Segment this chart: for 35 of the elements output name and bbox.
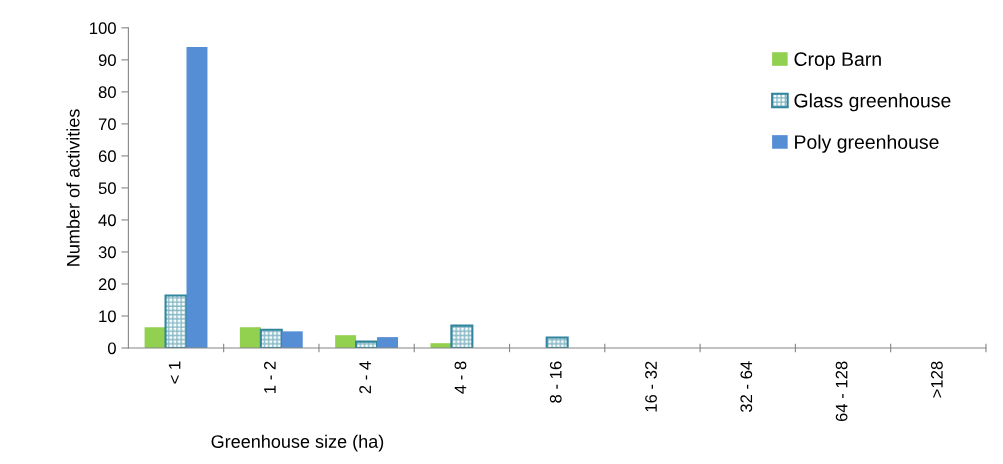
x-tick-label: 2 - 4 [359,361,371,394]
y-tick-label: 50 [98,182,116,195]
bar [281,331,303,348]
x-tick-label: >128 [930,361,943,398]
legend-label: Poly greenhouse [795,134,939,153]
legend-label: Crop Barn [794,52,881,70]
bar [239,327,261,348]
x-tick-label: 8 - 16 [549,361,562,403]
bar [144,327,166,348]
bar [186,47,208,348]
y-tick-label: 80 [98,86,116,99]
x-tick-label: < 1 [168,361,181,384]
y-tick-label: 30 [98,246,116,259]
x-tick-label: 64 - 128 [835,361,848,422]
bar [259,328,283,348]
bar [164,294,188,348]
y-tick-label: 0 [107,342,116,355]
x-tick-label: 32 - 64 [740,361,753,413]
x-tick-label: 4 - 8 [454,361,467,394]
y-tick-label: 90 [98,54,116,67]
y-tick-label: 70 [98,118,116,131]
bar [335,335,357,348]
y-tick-label: 20 [98,278,116,291]
y-tick-label: 10 [99,310,116,323]
legend-label: Glass greenhouse [794,93,951,112]
y-tick-label: 40 [98,214,116,227]
y-axis-title: Number of activities [66,109,80,266]
x-axis-title: Greenhouse size (ha) [211,434,384,452]
x-tick-label: 1 - 2 [263,361,276,393]
y-tick-label: 100 [90,22,116,35]
bar [545,336,569,348]
bar [450,324,474,348]
x-tick-label: 16 - 32 [645,361,657,412]
y-tick-label: 60 [98,150,116,163]
bar [377,337,399,348]
